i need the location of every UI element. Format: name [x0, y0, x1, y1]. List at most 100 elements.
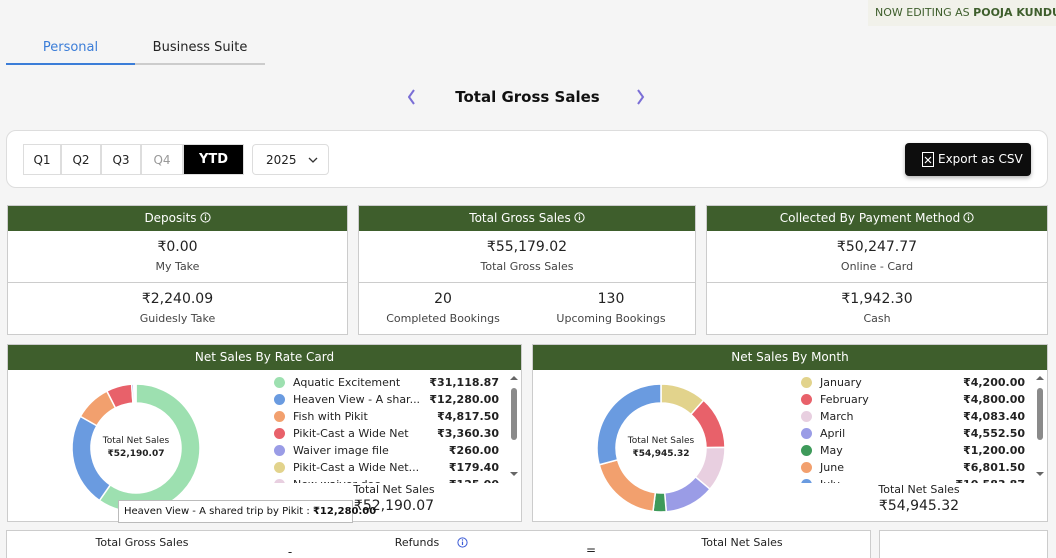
- card-header: Collected By Payment Method: [707, 206, 1047, 231]
- legend-value: ₹4,552.50: [963, 427, 1025, 440]
- info-circle: [199, 212, 211, 223]
- amount-label: Upcoming Bookings: [556, 312, 666, 325]
- quarter-button[interactable]: Q2: [61, 144, 101, 175]
- total-value: ₹54,945.32: [878, 498, 960, 514]
- total-value: ₹52,190.07: [353, 498, 435, 514]
- legend-swatch: [801, 462, 812, 473]
- panel-title: Net Sales By Rate Card: [194, 350, 335, 364]
- legend-swatch: [801, 411, 812, 422]
- legend-value: ₹4,817.50: [437, 410, 499, 423]
- legend-swatch: [274, 445, 285, 456]
- donut-segment: [134, 383, 137, 404]
- legend-swatch: [274, 377, 285, 388]
- legend-swatch: [801, 445, 812, 456]
- tooltip-value: ₹12,280.00: [312, 506, 377, 517]
- legend-value: ₹260.00: [448, 444, 499, 457]
- donut-chart: [596, 383, 726, 513]
- operator: =: [586, 543, 597, 557]
- info-icon: [457, 537, 468, 548]
- panel-header: [533, 345, 1047, 370]
- card-title-text: Collected By Payment Method: [779, 211, 961, 225]
- tab[interactable]: Business Suite: [135, 40, 265, 65]
- legend-swatch: [801, 377, 812, 388]
- donut-segment: [98, 383, 201, 513]
- amount: ₹50,247.77: [836, 239, 918, 255]
- info-circle: [963, 212, 974, 223]
- editing-prefix: NOW EDITING AS: [875, 6, 970, 19]
- editing-badge: NOW EDITING AS POOJA KUNDU: [868, 0, 1056, 26]
- legend-value: ₹12,280.00: [429, 393, 499, 406]
- file: [922, 152, 934, 167]
- page-title: Total Gross Sales: [455, 88, 600, 106]
- nav-arrow[interactable]: [637, 89, 646, 106]
- chart-panel: Net Sales By Month Total Net Sales ₹54,945…: [532, 344, 1048, 522]
- donut-segment: [598, 458, 657, 513]
- legend-swatch: [801, 479, 812, 483]
- dropdown-caret: [308, 157, 318, 163]
- year-value: 2025: [266, 153, 297, 167]
- legend-value: ₹1,200.00: [963, 444, 1025, 457]
- filter-card: Q1 Q2 Q3 Q4 YTD 2025 Export as CSV: [6, 130, 1048, 188]
- quarter-button[interactable]: Q3: [101, 144, 141, 175]
- info-icon: [574, 212, 585, 223]
- amount-label: Guidesly Take: [139, 312, 216, 325]
- card-header: Deposits: [8, 206, 347, 231]
- amount: ₹55,179.02: [486, 239, 568, 255]
- divider: [707, 282, 1047, 283]
- legend-name: January: [820, 376, 862, 389]
- tab[interactable]: Personal: [6, 40, 135, 65]
- divider: [8, 282, 347, 283]
- legend-value: ₹10,583.87: [955, 478, 1025, 483]
- legend-name: May: [820, 444, 843, 457]
- legend-swatch: [274, 394, 285, 405]
- quarter-button[interactable]: YTD: [183, 144, 244, 175]
- legend: Aquatic Excitement ₹31,118.87 Heaven View …: [274, 373, 503, 483]
- donut-center-label: Total Net Sales: [102, 436, 170, 446]
- card-title-text: Total Gross Sales: [469, 211, 571, 225]
- amount-label: Online - Card: [840, 260, 914, 273]
- legend-name: March: [820, 410, 854, 423]
- info-icon: [199, 212, 211, 223]
- legend-name: Heaven View - A shar...: [293, 393, 421, 406]
- legend-name: New waiver doc...: [293, 478, 391, 483]
- quarter-button[interactable]: Q1: [23, 144, 61, 175]
- legend-name: February: [820, 393, 869, 406]
- legend-value: ₹125.00: [449, 478, 499, 483]
- amount-label: Completed Bookings: [386, 312, 500, 325]
- amount: ₹2,240.09: [141, 291, 214, 307]
- amount: ₹1,942.30: [841, 291, 913, 307]
- scroll-down: [1036, 472, 1044, 476]
- scroll-down: [510, 472, 518, 476]
- summary-label: Refunds: [394, 536, 440, 549]
- editing-user: POOJA KUNDU: [973, 6, 1056, 19]
- nav-arrow[interactable]: [408, 89, 417, 106]
- quarter-button[interactable]: Q4: [141, 144, 183, 175]
- export-label: Export as CSV: [938, 152, 1023, 166]
- total-label: Total Net Sales: [878, 483, 960, 496]
- legend-name: Waiver image file: [293, 444, 389, 457]
- operator: -: [287, 545, 293, 558]
- legend-value: ₹4,800.00: [963, 393, 1025, 406]
- panel-title: Net Sales By Month: [731, 350, 849, 364]
- year-select[interactable]: 2025: [252, 144, 329, 175]
- tooltip-name: Heaven View - A shared trip by Pikit: [124, 506, 304, 517]
- info-dot: [461, 539, 464, 541]
- amount: 20: [434, 291, 452, 307]
- donut-center-value: ₹52,190.07: [107, 449, 165, 459]
- legend-name: Fish with Pikit: [293, 410, 368, 423]
- info-icon: [963, 212, 974, 223]
- donut-center-label: Total Net Sales: [627, 436, 695, 446]
- donut-chart: [71, 383, 201, 513]
- amount: ₹0.00: [157, 239, 198, 255]
- info-dot: [578, 214, 580, 216]
- caret: [308, 157, 318, 163]
- card-title: Total Gross Sales: [359, 211, 695, 225]
- legend-swatch: [274, 479, 285, 483]
- legend-value: ₹6,801.50: [963, 461, 1025, 474]
- info-circle: [574, 212, 585, 223]
- scrollbar: [510, 376, 518, 476]
- legend: January ₹4,200.00 February ₹4,800.00 March ₹4…: [801, 373, 1029, 483]
- legend-swatch: [274, 411, 285, 422]
- export-button[interactable]: Export as CSV: [905, 143, 1031, 176]
- card-title-text: Deposits: [144, 211, 197, 225]
